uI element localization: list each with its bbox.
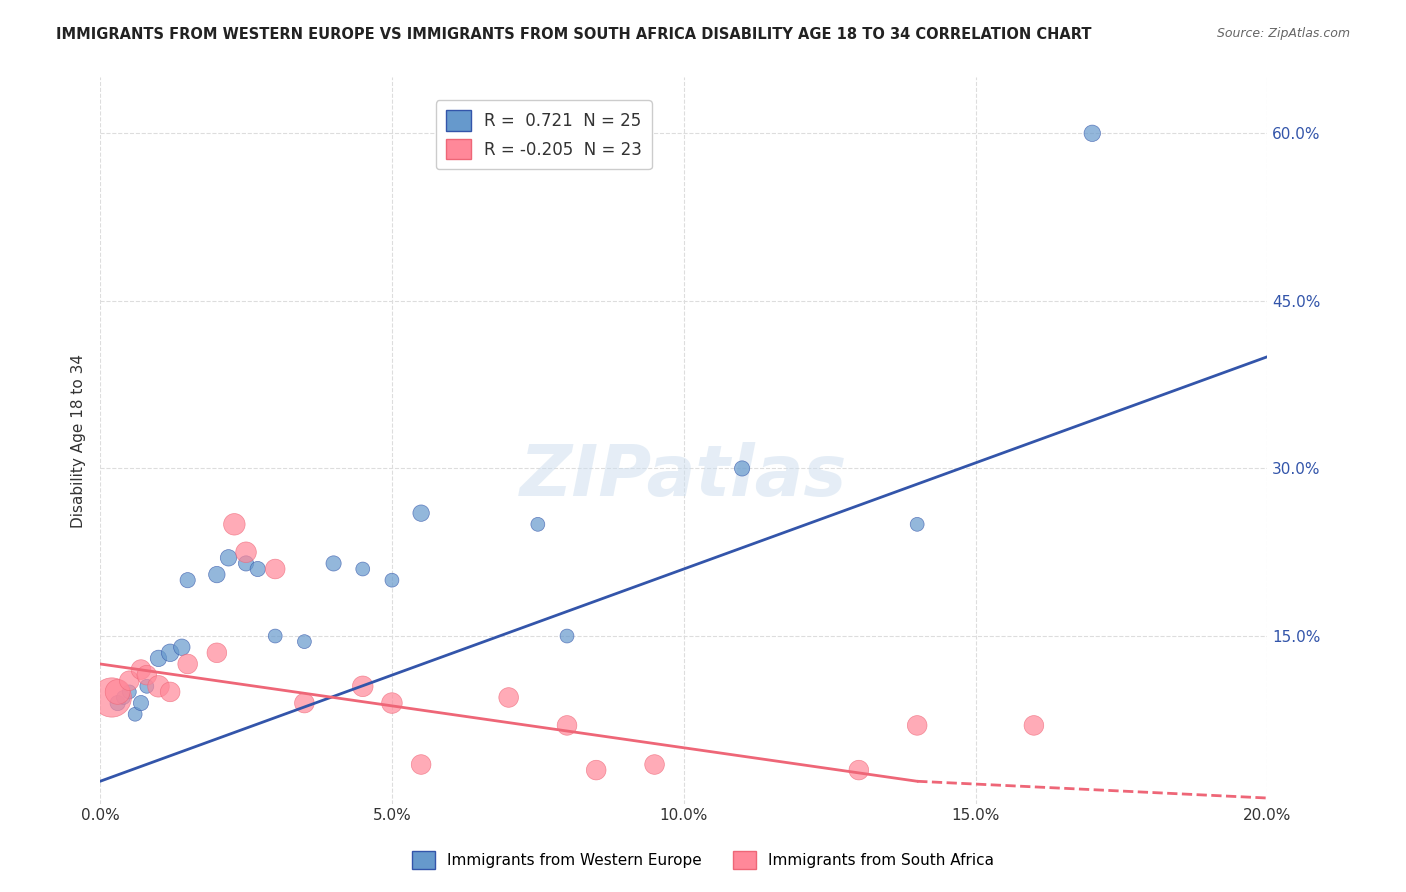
Point	[292, 634, 315, 648]
Point	[905, 517, 928, 532]
Point	[1081, 126, 1104, 140]
Point	[555, 629, 578, 643]
Point	[129, 663, 152, 677]
Point	[205, 567, 228, 582]
Y-axis label: Disability Age 18 to 34: Disability Age 18 to 34	[72, 353, 86, 527]
Point	[205, 646, 228, 660]
Point	[170, 640, 193, 655]
Point	[135, 679, 157, 693]
Point	[644, 757, 666, 772]
Point	[235, 557, 257, 571]
Text: IMMIGRANTS FROM WESTERN EUROPE VS IMMIGRANTS FROM SOUTH AFRICA DISABILITY AGE 18: IMMIGRANTS FROM WESTERN EUROPE VS IMMIGR…	[56, 27, 1091, 42]
Point	[848, 763, 870, 777]
Point	[731, 461, 754, 475]
Point	[118, 673, 141, 688]
Legend: Immigrants from Western Europe, Immigrants from South Africa: Immigrants from Western Europe, Immigran…	[406, 845, 1000, 875]
Point	[352, 679, 374, 693]
Text: Source: ZipAtlas.com: Source: ZipAtlas.com	[1216, 27, 1350, 40]
Point	[381, 696, 404, 710]
Point	[905, 718, 928, 732]
Point	[381, 573, 404, 587]
Point	[352, 562, 374, 576]
Point	[322, 557, 344, 571]
Point	[101, 690, 124, 705]
Point	[159, 646, 181, 660]
Point	[555, 718, 578, 732]
Point	[585, 763, 607, 777]
Point	[264, 562, 287, 576]
Legend: R =  0.721  N = 25, R = -0.205  N = 23: R = 0.721 N = 25, R = -0.205 N = 23	[436, 100, 652, 169]
Point	[176, 657, 198, 671]
Point	[107, 696, 129, 710]
Point	[129, 696, 152, 710]
Point	[176, 573, 198, 587]
Point	[112, 690, 135, 705]
Point	[148, 651, 170, 665]
Point	[218, 550, 240, 565]
Point	[264, 629, 287, 643]
Point	[135, 668, 157, 682]
Point	[411, 757, 433, 772]
Point	[235, 545, 257, 559]
Point	[411, 506, 433, 520]
Point	[107, 685, 129, 699]
Point	[148, 679, 170, 693]
Point	[498, 690, 520, 705]
Point	[292, 696, 315, 710]
Point	[118, 685, 141, 699]
Point	[224, 517, 246, 532]
Text: ZIPatlas: ZIPatlas	[520, 442, 848, 511]
Point	[246, 562, 269, 576]
Point	[527, 517, 550, 532]
Point	[1022, 718, 1045, 732]
Point	[124, 707, 146, 722]
Point	[159, 685, 181, 699]
